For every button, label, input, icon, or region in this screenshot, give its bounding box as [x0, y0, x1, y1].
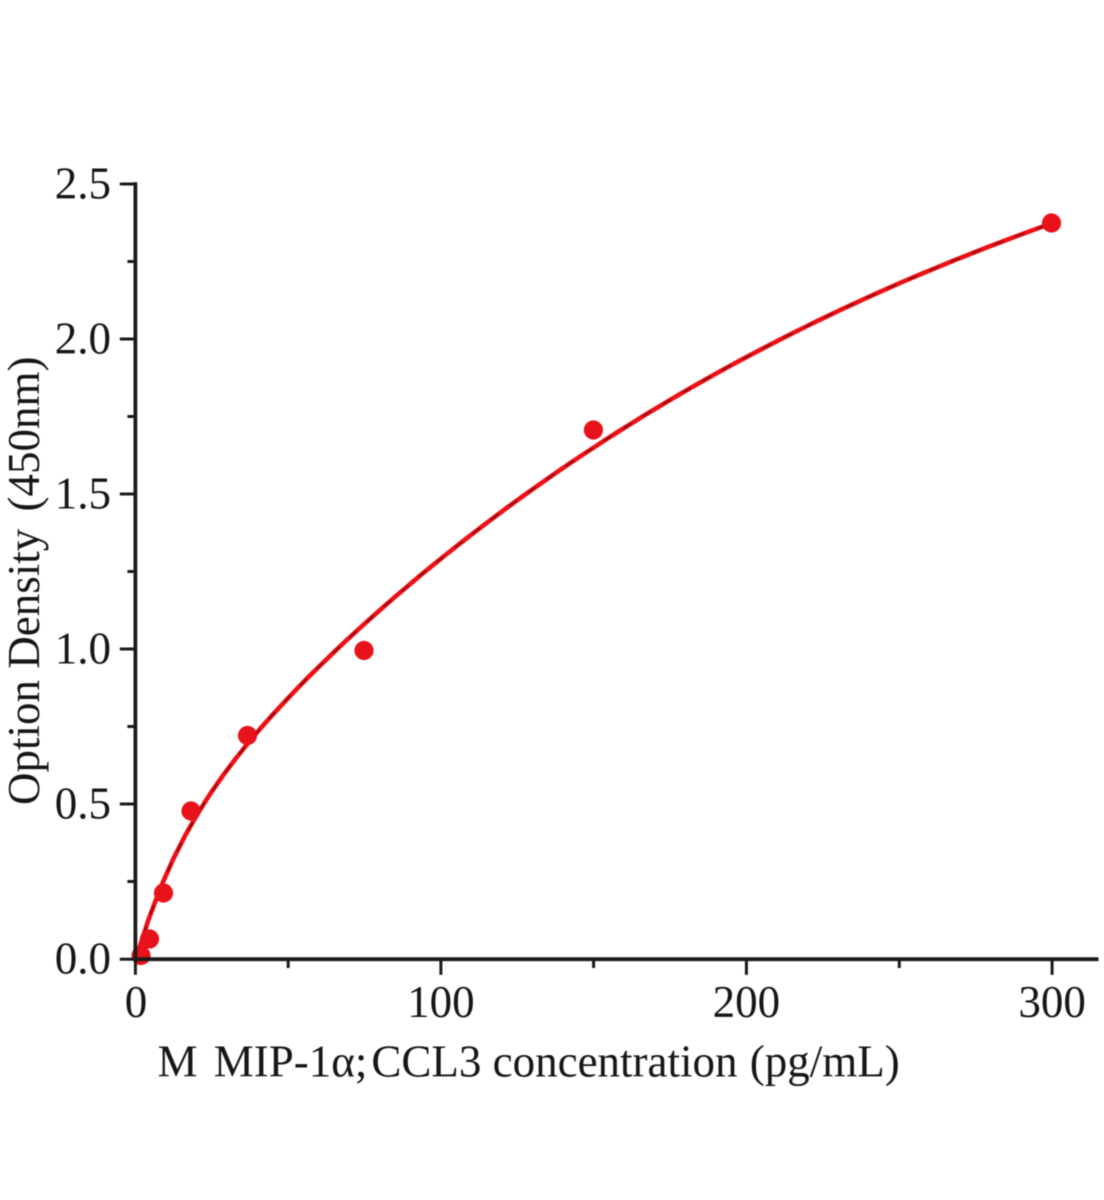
svg-text:2.5: 2.5: [55, 159, 111, 209]
svg-text:0.5: 0.5: [55, 779, 111, 829]
svg-text:200: 200: [713, 977, 781, 1027]
svg-text:1.5: 1.5: [55, 469, 111, 519]
svg-text:2.0: 2.0: [55, 314, 111, 364]
svg-text:M MIP-1α;CCL3 concentration (p: M MIP-1α;CCL3 concentration (pg/mL): [158, 1037, 900, 1087]
svg-text:1.0: 1.0: [55, 624, 111, 674]
svg-text:300: 300: [1018, 977, 1086, 1027]
svg-text:0: 0: [125, 977, 148, 1027]
svg-text:100: 100: [407, 977, 475, 1027]
svg-text:Option Density (450nm): Option Density (450nm): [0, 357, 49, 805]
svg-text:0.0: 0.0: [55, 934, 111, 984]
